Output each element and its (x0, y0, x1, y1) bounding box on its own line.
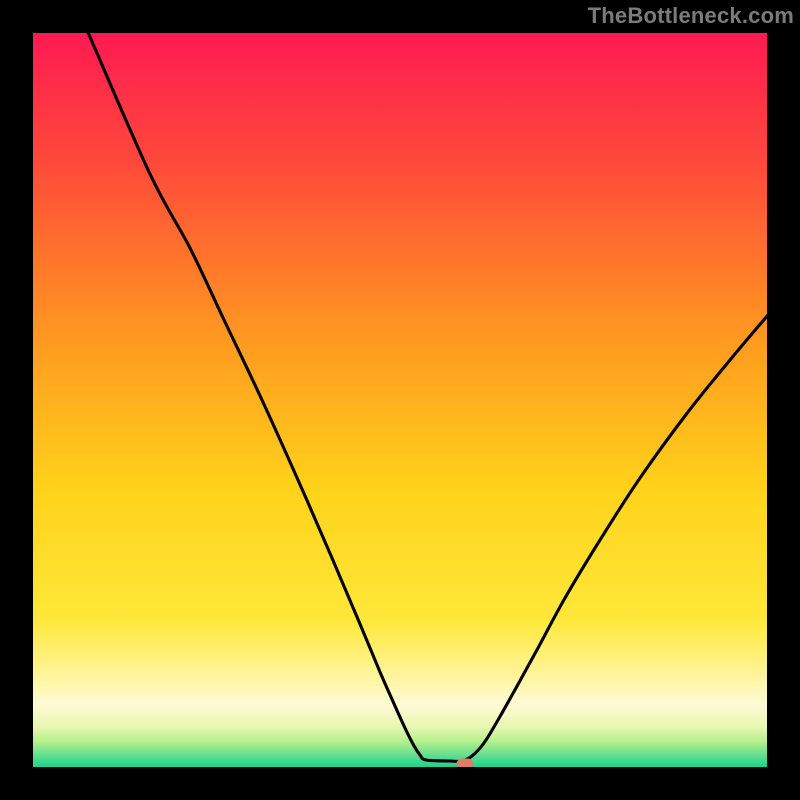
plot-background (33, 33, 767, 767)
gradient-chart (0, 0, 800, 800)
figure-root: TheBottleneck.com (0, 0, 800, 800)
watermark-text: TheBottleneck.com (588, 3, 794, 29)
minimum-marker (457, 759, 474, 770)
